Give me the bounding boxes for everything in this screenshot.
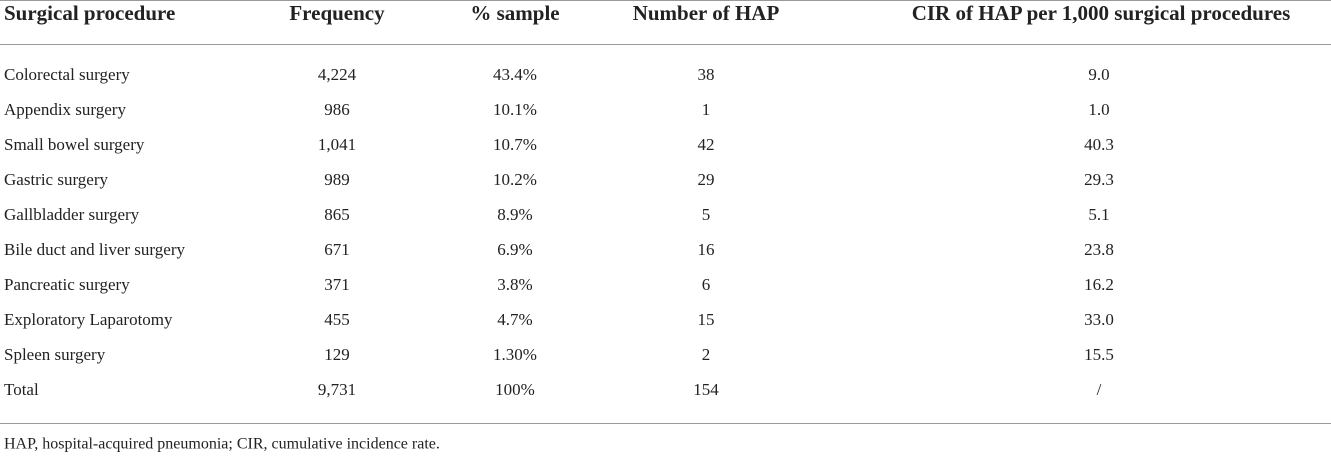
table-cell: 371	[324, 275, 350, 294]
table-cell: 154	[693, 380, 719, 399]
row-label: Pancreatic surgery	[4, 275, 130, 294]
table-cell: 9.0	[1088, 65, 1109, 84]
table-cell: 455	[324, 310, 350, 329]
table-cell: 15	[698, 310, 715, 329]
row-label: Bile duct and liver surgery	[4, 240, 185, 259]
table-cell: /	[1097, 380, 1102, 399]
table-cell: 16.2	[1084, 275, 1114, 294]
table-cell: 4,224	[318, 65, 357, 84]
table-cell: 1	[702, 100, 711, 119]
row-label: Gallbladder surgery	[4, 205, 140, 224]
table-cell: 38	[698, 65, 715, 84]
table-cell: 2	[702, 345, 711, 364]
table-cell: 10.2%	[493, 170, 537, 189]
table-cell: 23.8	[1084, 240, 1114, 259]
table-cell: 671	[324, 240, 350, 259]
table-cell: 4.7%	[497, 310, 532, 329]
table-cell: 1.30%	[493, 345, 537, 364]
table-cell: 10.7%	[493, 135, 537, 154]
table-cell: 6	[702, 275, 711, 294]
table-cell: 29.3	[1084, 170, 1114, 189]
row-label: Total	[4, 380, 39, 399]
table-cell: 33.0	[1084, 310, 1114, 329]
header-cell: Number of HAP	[633, 1, 780, 25]
table-cell: 1,041	[318, 135, 356, 154]
table-cell: 43.4%	[493, 65, 537, 84]
table-cell: 5.1	[1088, 205, 1109, 224]
table-cell: 865	[324, 205, 350, 224]
row-label: Appendix surgery	[4, 100, 126, 119]
row-label: Small bowel surgery	[4, 135, 145, 154]
footnote: HAP, hospital-acquired pneumonia; CIR, c…	[4, 436, 440, 453]
table-cell: 1.0	[1088, 100, 1109, 119]
table-cell: 16	[698, 240, 715, 259]
table-cell: 9,731	[318, 380, 356, 399]
header-cell: Surgical procedure	[4, 1, 175, 25]
table-cell: 129	[324, 345, 350, 364]
table-cell: 100%	[495, 380, 535, 399]
header-cell: CIR of HAP per 1,000 surgical procedures	[912, 1, 1291, 25]
row-label: Gastric surgery	[4, 170, 109, 189]
table-cell: 29	[698, 170, 715, 189]
table-cell: 986	[324, 100, 350, 119]
table-cell: 10.1%	[493, 100, 537, 119]
table-cell: 15.5	[1084, 345, 1114, 364]
row-label: Spleen surgery	[4, 345, 106, 364]
table-cell: 8.9%	[497, 205, 532, 224]
table-cell: 5	[702, 205, 711, 224]
row-label: Colorectal surgery	[4, 65, 130, 84]
table-cell: 989	[324, 170, 350, 189]
header-cell: % sample	[470, 1, 559, 25]
table-cell: 40.3	[1084, 135, 1114, 154]
header-cell: Frequency	[289, 1, 385, 25]
table-cell: 42	[698, 135, 715, 154]
row-label: Exploratory Laparotomy	[4, 310, 173, 329]
table-cell: 6.9%	[497, 240, 532, 259]
table-cell: 3.8%	[497, 275, 532, 294]
